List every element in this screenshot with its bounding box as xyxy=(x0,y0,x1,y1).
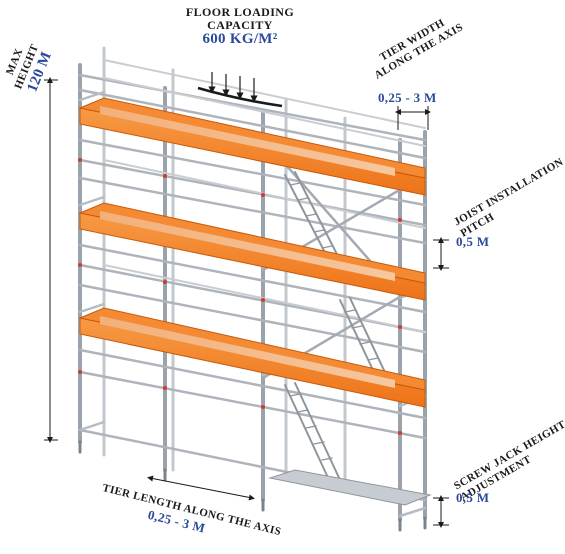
screw-jack-value: 0,5 M xyxy=(456,490,490,505)
base-deck xyxy=(268,469,432,506)
tier-width-value: 0,25 - 3 M xyxy=(378,90,437,105)
front-standards xyxy=(78,63,427,522)
joist-pitch-value: 0,5 M xyxy=(456,234,490,249)
joints xyxy=(78,158,402,435)
platform-tier-2 xyxy=(78,202,426,301)
floor-loading-title-line1: FLOOR LOADING xyxy=(185,5,295,19)
tier-length-dimension xyxy=(147,475,255,501)
floor-load-arrows xyxy=(197,72,283,108)
rear-ledgers xyxy=(103,59,426,333)
platform-tier-3 xyxy=(78,307,426,408)
platform-tier-1 xyxy=(78,97,426,196)
floor-loading-value: 600 KG/M² xyxy=(202,31,278,47)
floor-loading-title-line2: CAPACITY xyxy=(207,18,273,32)
ladder-rungs xyxy=(289,182,379,461)
front-ledgers xyxy=(78,73,427,502)
dimension-lines xyxy=(44,77,449,528)
floor-loading-label: FLOOR LOADING CAPACITY 600 KG/M² xyxy=(180,6,300,47)
